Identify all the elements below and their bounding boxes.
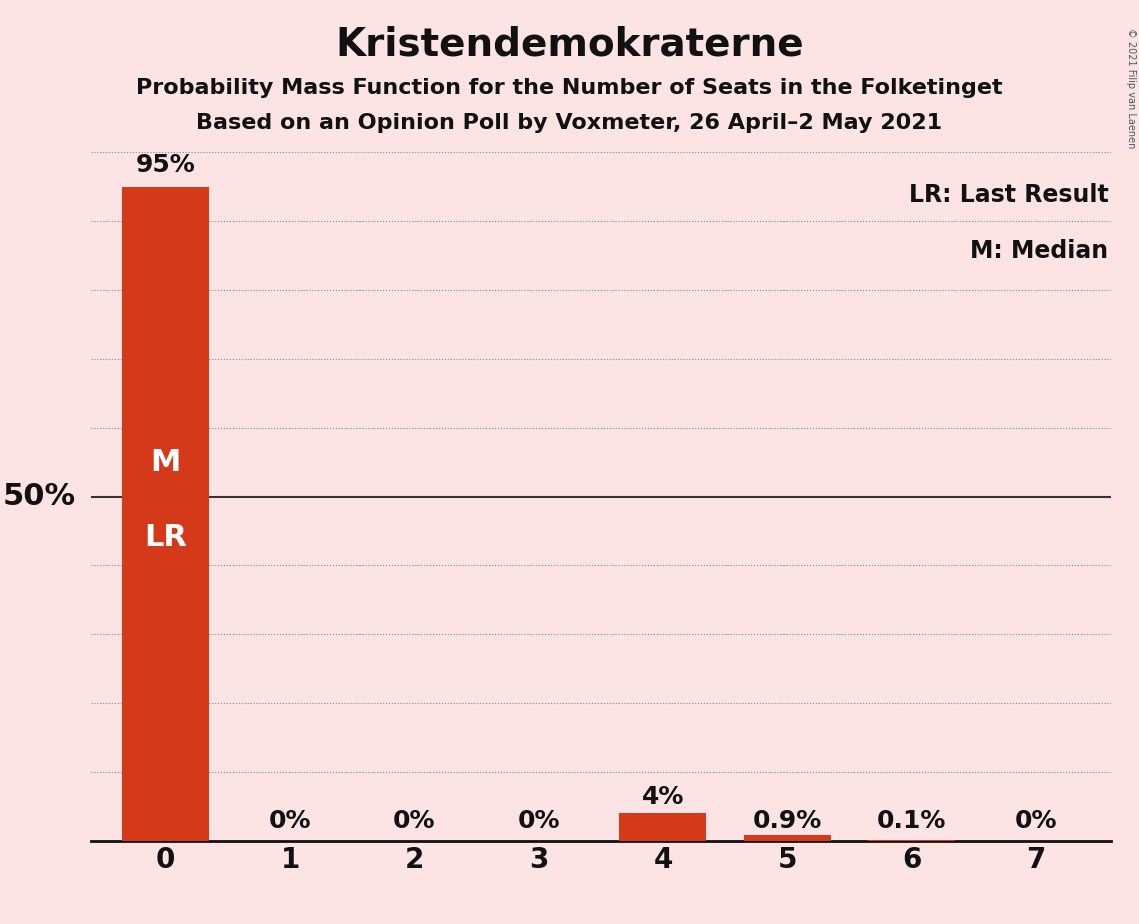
Text: Based on an Opinion Poll by Voxmeter, 26 April–2 May 2021: Based on an Opinion Poll by Voxmeter, 26… [196,113,943,133]
Bar [122,187,210,841]
Text: LR: Last Result: LR: Last Result [909,184,1108,207]
Text: Kristendemokraterne: Kristendemokraterne [335,26,804,64]
Text: LR: LR [145,524,187,553]
Text: 0%: 0% [393,808,435,833]
Text: 50%: 50% [3,482,76,511]
Bar [744,834,830,841]
Bar [620,813,706,841]
Text: M: M [150,448,181,477]
Text: 0.9%: 0.9% [753,808,822,833]
Text: Probability Mass Function for the Number of Seats in the Folketinget: Probability Mass Function for the Number… [137,78,1002,98]
Text: 95%: 95% [136,152,196,176]
Text: 4%: 4% [641,785,685,809]
Text: M: Median: M: Median [970,238,1108,262]
Text: © 2021 Filip van Laenen: © 2021 Filip van Laenen [1126,28,1136,148]
Text: 0%: 0% [1015,808,1057,833]
Text: 0%: 0% [269,808,311,833]
Text: 0.1%: 0.1% [877,808,947,833]
Text: 0%: 0% [517,808,560,833]
